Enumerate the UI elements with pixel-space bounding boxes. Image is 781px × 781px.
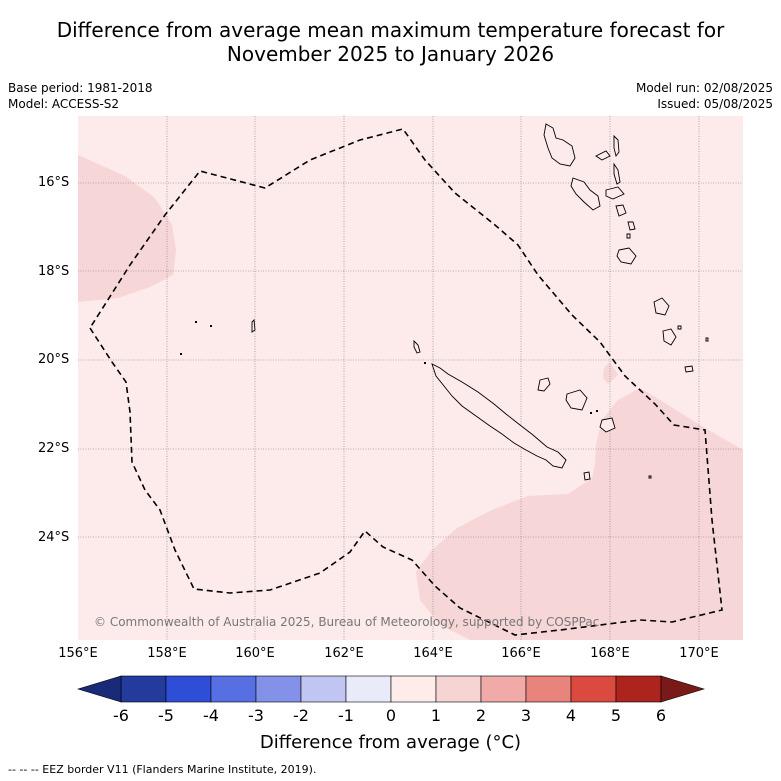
colorbar-tick-label: -1 [338, 706, 354, 725]
meta-left: Base period: 1981-2018 Model: ACCESS-S2 [8, 80, 153, 112]
pentecost-island [613, 162, 621, 185]
anomaly-region-small [603, 362, 618, 384]
colorbar-tick-label: -6 [113, 706, 129, 725]
lon-label-168e: 168°E [590, 646, 630, 661]
model-run: Model run: 02/08/2025 [635, 81, 773, 95]
lon-label-160e: 160°E [235, 646, 275, 661]
colorbar-cell [570, 675, 617, 703]
futuna-islet [705, 337, 709, 342]
colorbar-cell [210, 675, 257, 703]
erromango-island [653, 297, 670, 316]
colorbar-under-arrow [76, 675, 122, 703]
ambae-island [595, 150, 611, 161]
anomaly-region-southeast [416, 388, 743, 640]
colorbar-cell [345, 675, 392, 703]
walpole-islet [648, 475, 652, 479]
colorbar-tick-label: -4 [203, 706, 219, 725]
issued-date: Issued: 05/08/2025 [657, 97, 773, 111]
shepherd-islets [626, 221, 636, 239]
colorbar-cell [120, 675, 167, 703]
lon-label-166e: 166°E [501, 646, 541, 661]
base-period: Base period: 1981-2018 [8, 81, 153, 95]
colorbar-tick-label: 0 [385, 706, 397, 725]
colorbar-tick-label: 5 [610, 706, 622, 725]
anomaly-region-west [78, 155, 176, 302]
model-name: Model: ACCESS-S2 [8, 97, 120, 111]
colorbar-tick-label: 2 [475, 706, 487, 725]
colorbar-tick-label: 1 [430, 706, 442, 725]
copyright-text: © Commonwealth of Australia 2025, Bureau… [94, 615, 599, 629]
belep-islands [413, 339, 421, 354]
colorbar-tick-label: -5 [158, 706, 174, 725]
colorbar-title: Difference from average (°C) [259, 732, 522, 753]
colorbar-over-arrow [660, 675, 706, 703]
aneityum-island [684, 365, 694, 373]
meta-right: Model run: 02/08/2025 Issued: 05/08/2025 [636, 80, 773, 112]
ouvea-island [537, 377, 551, 392]
colorbar-cell [255, 675, 302, 703]
colorbar-cell [390, 675, 437, 703]
epi-island [615, 204, 627, 217]
colorbar-cell [480, 675, 527, 703]
lat-label-18s: 18°S [38, 264, 70, 279]
new-caledonia-main-island [431, 363, 567, 469]
lon-label-164e: 164°E [413, 646, 453, 661]
lon-label-162e: 162°E [324, 646, 364, 661]
eez-border [89, 128, 723, 636]
colorbar-cell [165, 675, 212, 703]
lon-label-156e: 156°E [58, 646, 98, 661]
lifou-island [565, 389, 588, 411]
colorbar-tick-label: 6 [655, 706, 667, 725]
title-line-2: November 2025 to January 2026 [226, 42, 555, 66]
chesterfield-reef [251, 319, 256, 333]
lat-label-24s: 24°S [38, 530, 70, 545]
colorbar-tick-label: -3 [248, 706, 264, 725]
mare-island [599, 417, 616, 433]
isle-of-pines [583, 471, 591, 481]
lon-label-170e: 170°E [679, 646, 719, 661]
footnote: -- -- -- EEZ border V11 (Flanders Marine… [8, 763, 317, 776]
colorbar-cell [300, 675, 347, 703]
ambrym-island [605, 186, 625, 200]
colorbar [76, 675, 706, 703]
grid-lines [78, 116, 743, 640]
map-title: Difference from average mean maximum tem… [0, 18, 781, 66]
aniwa-islet [677, 325, 682, 330]
colorbar-tick-label: -2 [293, 706, 309, 725]
espiritu-santo-island [543, 123, 576, 167]
map-area [78, 116, 743, 640]
efate-island [616, 247, 637, 265]
lat-label-16s: 16°S [38, 175, 70, 190]
lat-label-22s: 22°S [38, 441, 70, 456]
lon-label-158e: 158°E [147, 646, 187, 661]
colorbar-cell [615, 675, 662, 703]
colorbar-tick-label: 4 [565, 706, 577, 725]
malakula-island [570, 177, 601, 211]
colorbar-cell [435, 675, 482, 703]
colorbar-cell [525, 675, 572, 703]
title-line-1: Difference from average mean maximum tem… [56, 18, 725, 42]
tanna-island [662, 328, 677, 346]
maewo-island [613, 134, 620, 158]
lat-label-20s: 20°S [38, 352, 70, 367]
colorbar-tick-label: 3 [520, 706, 532, 725]
